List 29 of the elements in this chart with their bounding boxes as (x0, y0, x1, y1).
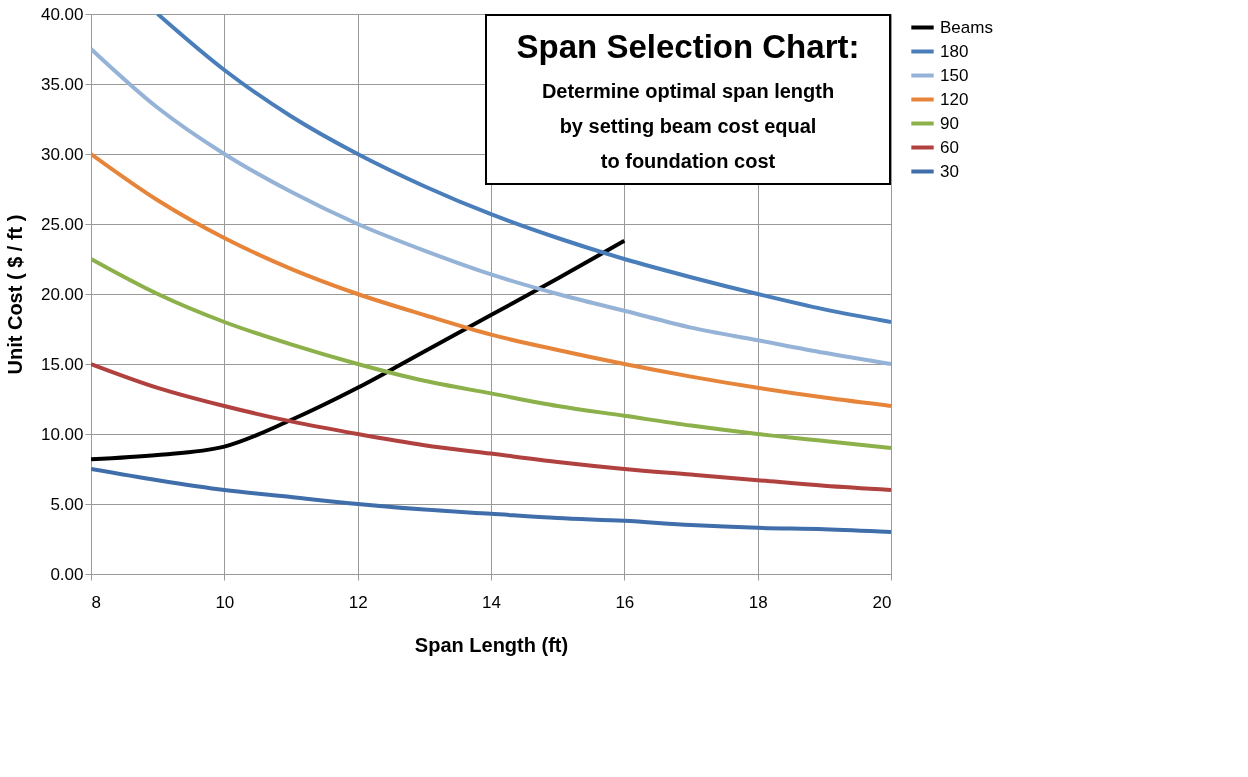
x-tick-label: 12 (348, 592, 368, 612)
x-axis-title: Span Length (ft) (414, 633, 569, 656)
legend-label: 60 (940, 137, 959, 157)
legend-label: Beams (940, 17, 993, 37)
x-tick-label: 8 (91, 592, 101, 612)
legend-label: 30 (940, 161, 959, 181)
y-axis-title: Unit Cost ( $ / ft ) (3, 214, 26, 375)
y-tick-label: 30.00 (40, 144, 84, 164)
line-series (155, 14, 891, 324)
x-tick-label: 20 (872, 592, 892, 612)
y-tick-label: 20.00 (40, 284, 84, 304)
chart-title: Span Selection Chart: (516, 28, 860, 65)
x-tick-label: 16 (615, 592, 635, 612)
x-tick-label: 18 (748, 592, 768, 612)
y-tick-label: 5.00 (50, 494, 84, 514)
text: Determine optimal span length by setting beam cost equal to foundation cost (541, 80, 835, 172)
legend-label: 180 (940, 41, 969, 61)
x-tick-label: 14 (482, 592, 501, 612)
x-tick-label: 10 (215, 592, 235, 612)
legend-label: 150 (940, 65, 969, 85)
y-tick-label: 25.00 (40, 214, 84, 234)
y-tick-label: 0.00 (50, 564, 84, 584)
legend-label: 90 (940, 113, 959, 133)
y-tick-label: 35.00 (40, 74, 84, 94)
legend-label: 120 (940, 89, 969, 109)
y-tick-label: 15.00 (40, 354, 84, 374)
line-series (91, 238, 627, 462)
y-tick-label: 10.00 (40, 424, 84, 444)
y-tick-label: 40.00 (40, 4, 84, 24)
